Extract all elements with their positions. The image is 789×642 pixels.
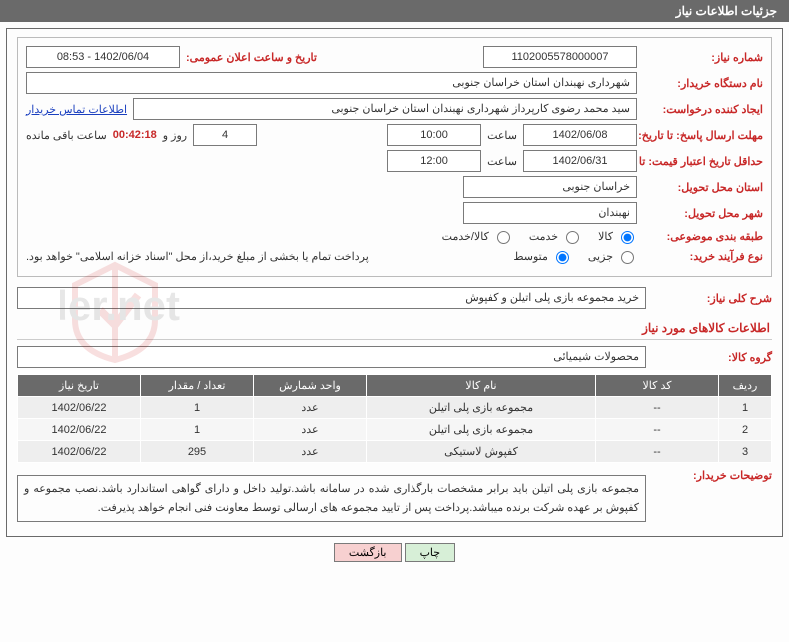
- buyer-org-label: نام دستگاه خریدار:: [643, 77, 763, 90]
- requester-label: ایجاد کننده درخواست:: [643, 103, 763, 116]
- valid-date-value: 1402/06/31: [523, 150, 637, 172]
- province-label: استان محل تحویل:: [643, 181, 763, 194]
- table-header-cell: تاریخ نیاز: [18, 375, 141, 397]
- valid-until-label: حداقل تاریخ اعتبار قیمت: تا تاریخ:: [643, 155, 763, 168]
- radio-input[interactable]: [497, 231, 510, 244]
- table-cell: 1402/06/22: [18, 419, 141, 441]
- proc-type-label: نوع فرآیند خرید:: [643, 250, 763, 263]
- table-header-cell: کد کالا: [596, 375, 719, 397]
- outer-frame: شماره نیاز: 1102005578000007 تاریخ و ساع…: [6, 28, 783, 537]
- table-header-cell: ردیف: [719, 375, 772, 397]
- province-value: خراسان جنوبی: [463, 176, 637, 198]
- response-date-value: 1402/06/08: [523, 124, 637, 146]
- overall-label: شرح کلی نیاز:: [652, 292, 772, 305]
- table-cell: --: [596, 397, 719, 419]
- back-button[interactable]: بازگشت: [334, 543, 402, 562]
- buyer-notes-value: مجموعه بازی پلی اتیلن باید برابر مشخصات …: [17, 475, 646, 522]
- hour-label-1: ساعت: [487, 129, 517, 142]
- radio-input[interactable]: [556, 251, 569, 264]
- table-header-cell: تعداد / مقدار: [141, 375, 254, 397]
- hour-label-2: ساعت: [487, 155, 517, 168]
- proc-radio-option[interactable]: جزیی: [588, 248, 637, 264]
- table-cell: کفپوش لاستیکی: [367, 441, 596, 463]
- table-cell: --: [596, 441, 719, 463]
- table-cell: 2: [719, 419, 772, 441]
- radio-label: جزیی: [588, 250, 613, 263]
- items-section-title: اطلاعات کالاهای مورد نیاز: [17, 315, 772, 340]
- radio-input[interactable]: [621, 231, 634, 244]
- subject-cat-label: طبقه بندی موضوعی:: [643, 230, 763, 243]
- announce-date-value: 1402/06/04 - 08:53: [26, 46, 180, 68]
- days-and-label: روز و: [163, 129, 187, 142]
- table-cell: 3: [719, 441, 772, 463]
- subject-radio-option[interactable]: کالا/خدمت: [442, 228, 513, 244]
- category-value: محصولات شیمیائی: [17, 346, 646, 368]
- table-cell: 295: [141, 441, 254, 463]
- valid-time-value: 12:00: [387, 150, 481, 172]
- panel-title: جزئیات اطلاعات نیاز: [0, 0, 789, 22]
- table-cell: عدد: [254, 397, 367, 419]
- announce-date-label: تاریخ و ساعت اعلان عمومی:: [186, 51, 317, 64]
- table-cell: 1: [719, 397, 772, 419]
- radio-label: متوسط: [513, 250, 548, 263]
- table-cell: 1: [141, 419, 254, 441]
- radio-label: کالا/خدمت: [442, 230, 489, 243]
- table-header-cell: واحد شمارش: [254, 375, 367, 397]
- table-row: 1--مجموعه بازی پلی اتیلنعدد11402/06/22: [18, 397, 772, 419]
- table-row: 3--کفپوش لاستیکیعدد2951402/06/22: [18, 441, 772, 463]
- print-button[interactable]: چاپ: [405, 543, 456, 562]
- remaining-label: ساعت باقی مانده: [26, 129, 107, 142]
- days-left-value: 4: [193, 124, 257, 146]
- table-body: 1--مجموعه بازی پلی اتیلنعدد11402/06/222-…: [18, 397, 772, 463]
- table-header-cell: نام کالا: [367, 375, 596, 397]
- overall-value: خرید مجموعه بازی پلی اتیلن و کفپوش: [17, 287, 646, 309]
- proc-radio-group: جزیی متوسط: [513, 248, 637, 264]
- subject-radio-option[interactable]: کالا: [598, 228, 637, 244]
- time-left-value: 00:42:18: [113, 129, 157, 141]
- items-table: ردیفکد کالانام کالاواحد شمارشتعداد / مقد…: [17, 374, 772, 463]
- table-cell: عدد: [254, 441, 367, 463]
- table-cell: مجموعه بازی پلی اتیلن: [367, 397, 596, 419]
- radio-label: کالا: [598, 230, 613, 243]
- table-header-row: ردیفکد کالانام کالاواحد شمارشتعداد / مقد…: [18, 375, 772, 397]
- need-no-label: شماره نیاز:: [643, 51, 763, 64]
- radio-label: خدمت: [529, 230, 558, 243]
- table-cell: 1: [141, 397, 254, 419]
- response-time-value: 10:00: [387, 124, 481, 146]
- response-deadline-label: مهلت ارسال پاسخ: تا تاریخ:: [643, 129, 763, 142]
- buyer-contact-link[interactable]: اطلاعات تماس خریدار: [26, 103, 127, 116]
- table-cell: --: [596, 419, 719, 441]
- buyer-org-value: شهرداری نهبندان استان خراسان جنوبی: [26, 72, 637, 94]
- city-label: شهر محل تحویل:: [643, 207, 763, 220]
- need-no-value: 1102005578000007: [483, 46, 637, 68]
- table-row: 2--مجموعه بازی پلی اتیلنعدد11402/06/22: [18, 419, 772, 441]
- table-cell: 1402/06/22: [18, 441, 141, 463]
- category-label: گروه کالا:: [652, 351, 772, 364]
- city-value: نهبندان: [463, 202, 637, 224]
- table-cell: مجموعه بازی پلی اتیلن: [367, 419, 596, 441]
- details-card: شماره نیاز: 1102005578000007 تاریخ و ساع…: [17, 37, 772, 277]
- buyer-notes-label: توضیحات خریدار:: [652, 469, 772, 482]
- subject-radio-group: کالا خدمت کالا/خدمت: [442, 228, 637, 244]
- table-cell: عدد: [254, 419, 367, 441]
- radio-input[interactable]: [621, 251, 634, 264]
- payment-note: پرداخت تمام یا بخشی از مبلغ خرید،از محل …: [26, 250, 369, 263]
- subject-radio-option[interactable]: خدمت: [529, 228, 582, 244]
- table-cell: 1402/06/22: [18, 397, 141, 419]
- radio-input[interactable]: [566, 231, 579, 244]
- proc-radio-option[interactable]: متوسط: [513, 248, 572, 264]
- requester-value: سید محمد رضوی کارپرداز شهرداری نهبندان ا…: [133, 98, 637, 120]
